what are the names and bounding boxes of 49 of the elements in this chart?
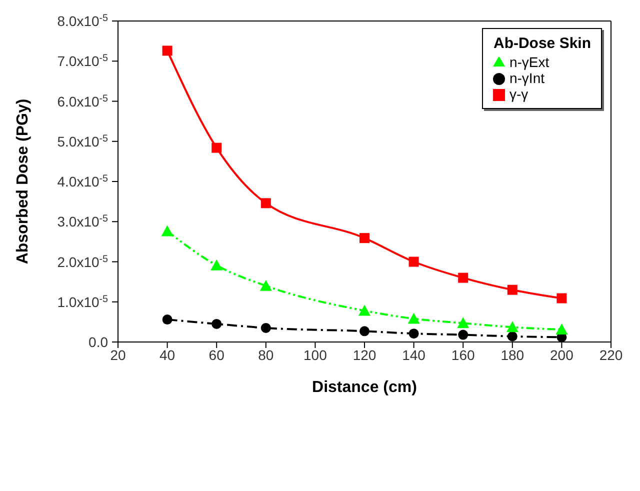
- y-tick-label: 0.0: [88, 334, 108, 350]
- y-tick-label: 1.0x10$^{-5}$: [57, 293, 109, 310]
- point: [556, 324, 568, 335]
- point: [507, 331, 518, 342]
- y-tick-label: 4.0x10$^{-5}$: [57, 173, 109, 190]
- legend-title: Ab-Dose Skin: [493, 35, 591, 52]
- point: [212, 142, 222, 153]
- point: [408, 328, 419, 339]
- x-tick-label: 20: [110, 346, 126, 363]
- x-tick-label: 40: [160, 346, 176, 363]
- point: [458, 272, 468, 283]
- legend-label: n-γExt: [509, 54, 550, 70]
- point: [408, 312, 420, 324]
- y-tick-label: 2.0x10$^{-5}$: [57, 253, 109, 270]
- y-axis-title: Absorbed Dose (PGy): [14, 98, 32, 264]
- point: [162, 314, 172, 325]
- point: [458, 330, 468, 340]
- legend-label: γ-γ: [509, 86, 528, 102]
- point: [360, 233, 370, 244]
- x-tick-label: 140: [402, 346, 426, 363]
- y-tick-label: 6.0x10$^{-5}$: [57, 92, 109, 110]
- point: [212, 318, 222, 329]
- point: [161, 225, 174, 236]
- x-tick-label: 80: [258, 346, 274, 363]
- point: [210, 259, 223, 270]
- y-tick-label: 8.0x10$^{-5}$: [57, 12, 109, 29]
- x-tick-label: 200: [550, 346, 574, 363]
- x-tick-label: 160: [451, 346, 475, 363]
- y-tick-label: 3.0x10$^{-5}$: [57, 213, 109, 230]
- point: [507, 284, 518, 295]
- x-tick-label: 220: [599, 346, 623, 363]
- y-tick-label: 7.0x10$^{-5}$: [57, 52, 109, 70]
- x-tick-label: 120: [352, 346, 376, 363]
- x-tick-label: 100: [304, 346, 328, 363]
- point: [260, 280, 272, 291]
- point: [506, 321, 518, 332]
- point: [358, 304, 370, 316]
- point: [408, 256, 419, 267]
- point: [457, 317, 470, 328]
- point: [260, 322, 271, 333]
- x-tick-label: 60: [208, 346, 225, 363]
- y-tick-label: 5.0x10$^{-5}$: [57, 132, 109, 150]
- point: [162, 46, 172, 56]
- legend-label: n-γInt: [509, 70, 544, 86]
- point: [556, 293, 567, 304]
- point: [260, 198, 271, 208]
- x-tick-label: 180: [500, 346, 524, 363]
- point: [360, 326, 370, 336]
- x-axis-title: Distance (cm): [312, 379, 417, 396]
